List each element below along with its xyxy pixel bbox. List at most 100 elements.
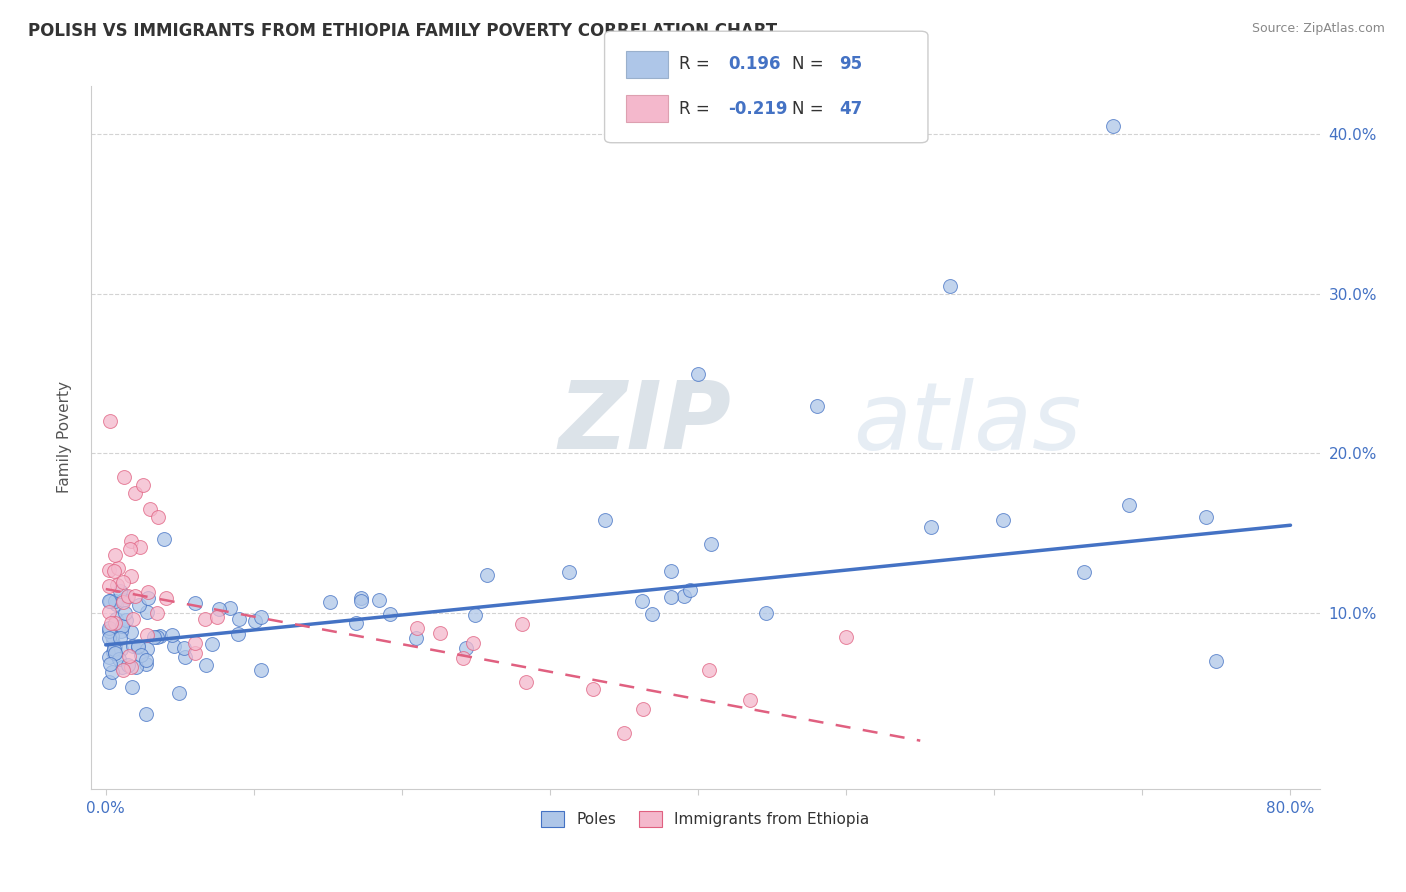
Point — [631, 594, 654, 608]
Point — [250, 610, 273, 624]
Point — [451, 650, 474, 665]
Point — [97, 624, 120, 639]
Point — [146, 606, 169, 620]
Point — [104, 597, 127, 611]
Point — [108, 631, 131, 645]
Point — [697, 663, 720, 677]
Point — [110, 642, 132, 657]
Point — [122, 612, 145, 626]
Point — [510, 617, 533, 632]
Point — [245, 614, 267, 628]
Point — [120, 624, 142, 639]
Point — [111, 619, 134, 633]
Point — [740, 693, 762, 707]
Point — [127, 640, 149, 654]
Point — [319, 595, 342, 609]
Point — [136, 585, 159, 599]
Point — [135, 657, 157, 672]
Point — [136, 591, 159, 606]
Point — [135, 653, 157, 667]
Point — [104, 594, 127, 608]
Point — [205, 609, 228, 624]
Point — [117, 589, 139, 603]
Point — [129, 648, 152, 662]
Point — [558, 565, 581, 579]
Text: ZIP: ZIP — [558, 377, 731, 469]
Text: atlas: atlas — [853, 378, 1081, 469]
Point — [111, 574, 134, 589]
Point — [755, 606, 778, 620]
Point — [105, 612, 128, 626]
Point — [515, 674, 537, 689]
Point — [228, 612, 250, 626]
Point — [97, 605, 120, 619]
Point — [104, 616, 127, 631]
Point — [344, 616, 367, 631]
Text: Source: ZipAtlas.com: Source: ZipAtlas.com — [1251, 22, 1385, 36]
Point — [464, 608, 486, 623]
Point — [104, 646, 127, 660]
Point — [1118, 498, 1140, 512]
Point — [103, 564, 125, 578]
Text: -0.219: -0.219 — [728, 100, 787, 118]
Point — [97, 563, 120, 577]
Point — [107, 561, 129, 575]
Point — [641, 607, 664, 622]
Point — [97, 578, 120, 592]
Point — [429, 625, 451, 640]
Point — [673, 589, 696, 603]
Point — [153, 532, 176, 546]
Point — [201, 637, 224, 651]
Point — [1195, 510, 1218, 524]
Point — [118, 542, 141, 557]
Point — [135, 605, 157, 619]
Point — [112, 470, 135, 484]
Point — [835, 630, 858, 644]
Point — [104, 549, 127, 563]
Point — [114, 607, 136, 621]
Point — [350, 591, 373, 606]
Point — [101, 629, 124, 643]
Point — [226, 626, 249, 640]
Text: POLISH VS IMMIGRANTS FROM ETHIOPIA FAMILY POVERTY CORRELATION CHART: POLISH VS IMMIGRANTS FROM ETHIOPIA FAMIL… — [28, 22, 778, 40]
Text: N =: N = — [792, 55, 823, 73]
Point — [1073, 565, 1095, 579]
Point — [112, 593, 135, 607]
Point — [111, 619, 134, 633]
Point — [194, 611, 217, 625]
Point — [173, 641, 195, 656]
Point — [405, 631, 427, 645]
Point — [97, 675, 120, 690]
Point — [98, 657, 121, 672]
Point — [110, 584, 132, 599]
Point — [128, 599, 150, 613]
Point — [463, 636, 485, 650]
Point — [167, 686, 190, 700]
Point — [112, 595, 135, 609]
Point — [97, 594, 120, 608]
Point — [208, 601, 231, 615]
Y-axis label: Family Poverty: Family Poverty — [58, 382, 72, 493]
Point — [1205, 654, 1227, 668]
Point — [100, 616, 122, 631]
Point — [155, 591, 177, 605]
Point — [108, 652, 131, 666]
Point — [700, 537, 723, 551]
Point — [143, 630, 166, 644]
Point — [125, 660, 148, 674]
Point — [659, 565, 682, 579]
Point — [120, 533, 142, 548]
Point — [135, 627, 157, 641]
Point — [688, 367, 710, 381]
Point — [406, 621, 429, 635]
Point — [121, 640, 143, 654]
Point — [380, 607, 402, 621]
Point — [103, 642, 125, 657]
Point — [132, 478, 155, 492]
Point — [103, 645, 125, 659]
Point — [183, 646, 205, 660]
Point — [991, 513, 1014, 527]
Point — [103, 636, 125, 650]
Point — [183, 635, 205, 649]
Text: 47: 47 — [839, 100, 863, 118]
